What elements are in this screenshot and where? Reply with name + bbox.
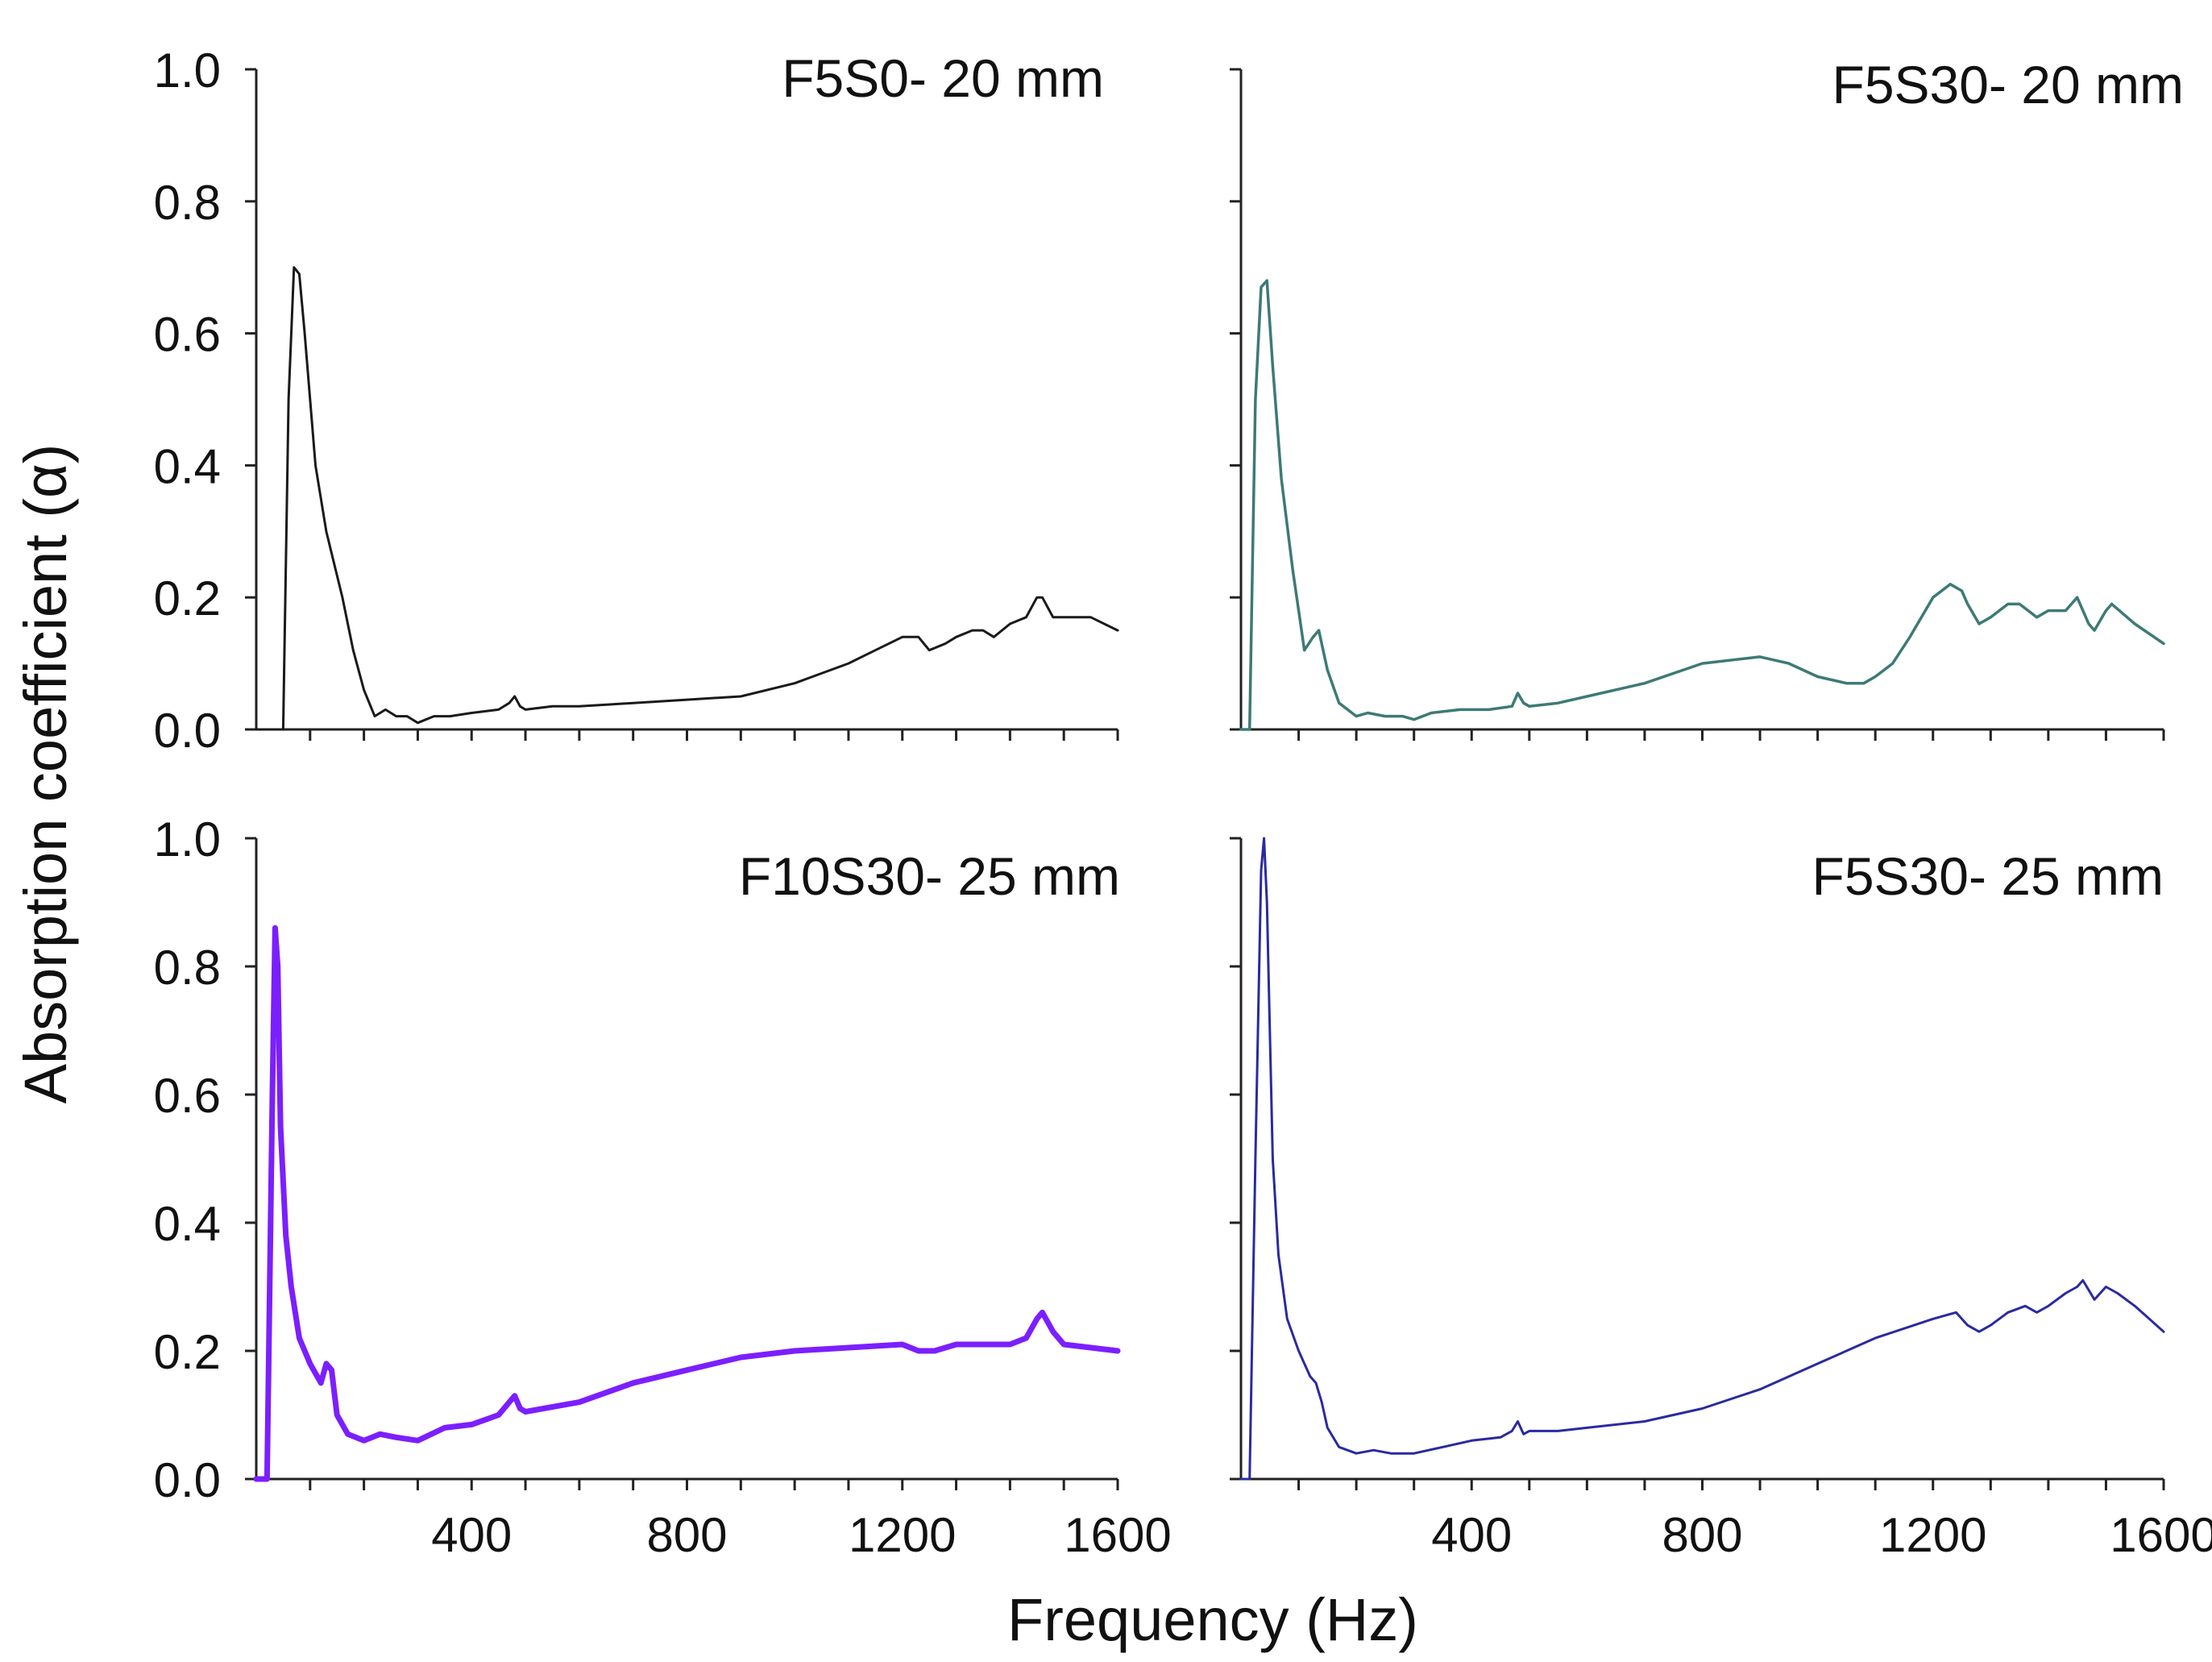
y-tick-label: 0.2: [154, 571, 221, 625]
series-line: [1239, 279, 2165, 731]
series-line: [255, 266, 1119, 731]
panel-title: F10S30- 25 mm: [739, 846, 1120, 906]
y-tick-label: 1.0: [154, 44, 221, 98]
x-tick-label: 400: [431, 1508, 512, 1562]
panel-title: F5S30- 25 mm: [1812, 846, 2164, 906]
y-tick-label: 1.0: [154, 812, 221, 866]
y-tick-label: 0.8: [154, 176, 221, 230]
y-tick-label: 0.0: [154, 1453, 221, 1507]
x-axis-title: Frequency (Hz): [1007, 1586, 1418, 1653]
x-tick-label: 1600: [1064, 1508, 1171, 1562]
x-tick-label: 800: [646, 1508, 727, 1562]
y-tick-label: 0.0: [154, 704, 221, 758]
panel-title: F5S0- 20 mm: [782, 48, 1104, 108]
chart-panel-2: F5S30- 20 mm: [1230, 55, 2184, 741]
chart-panel-3: 1.0 0.8 0.6 0.4 0.2 0.0 400 800 1200 1600 F10S30- …: [154, 812, 1172, 1562]
y-tick-label: 0.6: [154, 308, 221, 362]
x-tick-label: 1600: [2110, 1508, 2212, 1562]
x-tick-label: 400: [1431, 1508, 1512, 1562]
x-tick-label: 800: [1662, 1508, 1742, 1562]
panels: 1.0 0.8 0.6 0.4 0.2 0.0 F5S0- 20 mm F5S30- 20 m…: [154, 44, 2212, 1562]
y-axis-title: Absorption coefficient (α): [12, 444, 79, 1104]
y-tick-label: 0.4: [154, 439, 221, 493]
series-line: [1239, 837, 2165, 1481]
x-tick-label: 1200: [849, 1508, 956, 1562]
chart-panel-4: 400 800 1200 1600 F5S30- 25 mm: [1230, 837, 2212, 1562]
panel-title: F5S30- 20 mm: [1832, 55, 2184, 114]
y-tick-label: 0.2: [154, 1325, 221, 1379]
x-tick-label: 1200: [1879, 1508, 1986, 1562]
y-tick-label: 0.4: [154, 1197, 221, 1251]
y-tick-label: 0.6: [154, 1069, 221, 1123]
chart-panel-1: 1.0 0.8 0.6 0.4 0.2 0.0 F5S0- 20 mm: [154, 44, 1119, 758]
y-tick-label: 0.8: [154, 941, 221, 995]
series-line: [253, 924, 1121, 1482]
